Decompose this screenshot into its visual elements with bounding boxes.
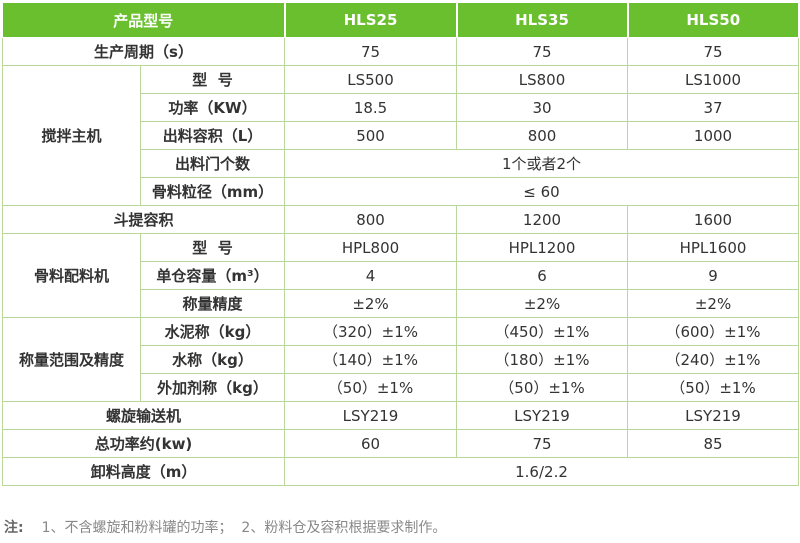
cell: ±2% [627, 289, 800, 318]
cell: 1个或者2个 [284, 149, 800, 178]
cell: 75 [456, 429, 629, 458]
cell: （450）±1% [456, 317, 629, 346]
table-row: 生产周期（s） 75 75 75 [1, 37, 800, 66]
row-label: 斗提容积 [1, 205, 286, 234]
table-row: 骨料粒径（mm） ≤ 60 [3, 177, 800, 206]
row-label: 功率（KW） [139, 93, 286, 122]
row-label: 骨料粒径（mm） [139, 177, 286, 206]
cell: 85 [627, 429, 800, 458]
row-label: 称量精度 [139, 289, 286, 318]
table-row: 出料容积（L） 500 800 1000 [3, 121, 800, 150]
cell: LS1000 [627, 65, 800, 94]
cell: ±2% [284, 289, 458, 318]
cell: 1200 [456, 205, 629, 234]
cell: 75 [284, 37, 458, 66]
header-model: HLS35 [455, 2, 629, 38]
table-row: 卸料高度（m） 1.6/2.2 [1, 457, 800, 486]
row-label: 卸料高度（m） [1, 457, 286, 486]
row-label: 型 号 [139, 65, 286, 94]
group-label: 骨料配料机 [2, 233, 141, 318]
footnote-label: 注: [4, 520, 24, 536]
footnote-text: 1、不含螺旋和粉料罐的功率； 2、粉料仓及容积根据要求制作。 [41, 520, 447, 536]
cell: LS800 [456, 65, 629, 94]
cell: LSY219 [284, 401, 458, 430]
cell: 500 [284, 121, 458, 150]
cell: （180）±1% [456, 345, 629, 374]
row-label: 螺旋输送机 [1, 401, 286, 430]
header-model: HLS50 [626, 2, 800, 38]
cell: 800 [456, 121, 629, 150]
cell: 1000 [627, 121, 800, 150]
cell: （320）±1% [284, 317, 458, 346]
cell: 75 [456, 37, 629, 66]
table-row: 出料门个数 1个或者2个 [3, 149, 800, 178]
cell: ±2% [456, 289, 629, 318]
table-row: 总功率约(kw) 60 75 85 [1, 429, 800, 458]
cell: 1.6/2.2 [284, 457, 800, 486]
table-row: 搅拌主机 型 号 LS500 LS800 LS1000 [2, 65, 800, 206]
cell: 800 [284, 205, 458, 234]
cell: （140）±1% [284, 345, 458, 374]
cell: 75 [627, 37, 800, 66]
row-label: 生产周期（s） [1, 37, 286, 66]
table-row: 斗提容积 800 1200 1600 [1, 205, 800, 234]
table-row: 螺旋输送机 LSY219 LSY219 LSY219 [1, 401, 800, 430]
cell: 9 [627, 261, 800, 290]
header-model: HLS25 [283, 2, 458, 38]
cell: HPL800 [284, 233, 458, 262]
cell: HPL1600 [627, 233, 800, 262]
row-label: 水泥称（kg） [139, 317, 286, 346]
group-label: 称量范围及精度 [2, 317, 141, 402]
cell: 18.5 [284, 93, 458, 122]
cell: （600）±1% [627, 317, 800, 346]
table-row: 骨料配料机 型 号 HPL800 HPL1200 HPL1600 [2, 233, 800, 318]
cell: 60 [284, 429, 458, 458]
row-label: 单仓容量（m³） [139, 261, 286, 290]
cell: 4 [284, 261, 458, 290]
table-row: 称量精度 ±2% ±2% ±2% [3, 289, 800, 318]
cell: 37 [627, 93, 800, 122]
cell: LSY219 [456, 401, 629, 430]
group-label: 搅拌主机 [2, 65, 141, 206]
table-row: 称量范围及精度 水泥称（kg） （320）±1% （450）±1% （600）±… [2, 317, 800, 402]
cell: ≤ 60 [284, 177, 800, 206]
cell: （50）±1% [456, 373, 629, 402]
row-label: 水称（kg） [139, 345, 286, 374]
table-row: 功率（KW） 18.5 30 37 [3, 93, 800, 122]
cell: LS500 [284, 65, 458, 94]
table-row: 水称（kg） （140）±1% （180）±1% （240）±1% [3, 345, 800, 374]
cell: 1600 [627, 205, 800, 234]
cell: LSY219 [627, 401, 800, 430]
cell: HPL1200 [456, 233, 629, 262]
header-row: 产品型号 HLS25 HLS35 HLS50 [1, 2, 800, 38]
cell: （50）±1% [284, 373, 458, 402]
cell: 30 [456, 93, 629, 122]
footnote: 注: 1、不含螺旋和粉料罐的功率； 2、粉料仓及容积根据要求制作。 [4, 517, 446, 537]
row-label: 出料容积（L） [139, 121, 286, 150]
cell: 6 [456, 261, 629, 290]
spec-table: 产品型号 HLS25 HLS35 HLS50 生产周期（s） 75 75 75 … [1, 2, 800, 486]
row-label: 总功率约(kw) [1, 429, 286, 458]
cell: （50）±1% [627, 373, 800, 402]
row-label: 型 号 [139, 233, 286, 262]
row-label: 外加剂称（kg） [139, 373, 286, 402]
header-label: 产品型号 [1, 2, 286, 38]
cell: （240）±1% [627, 345, 800, 374]
row-label: 出料门个数 [139, 149, 286, 178]
